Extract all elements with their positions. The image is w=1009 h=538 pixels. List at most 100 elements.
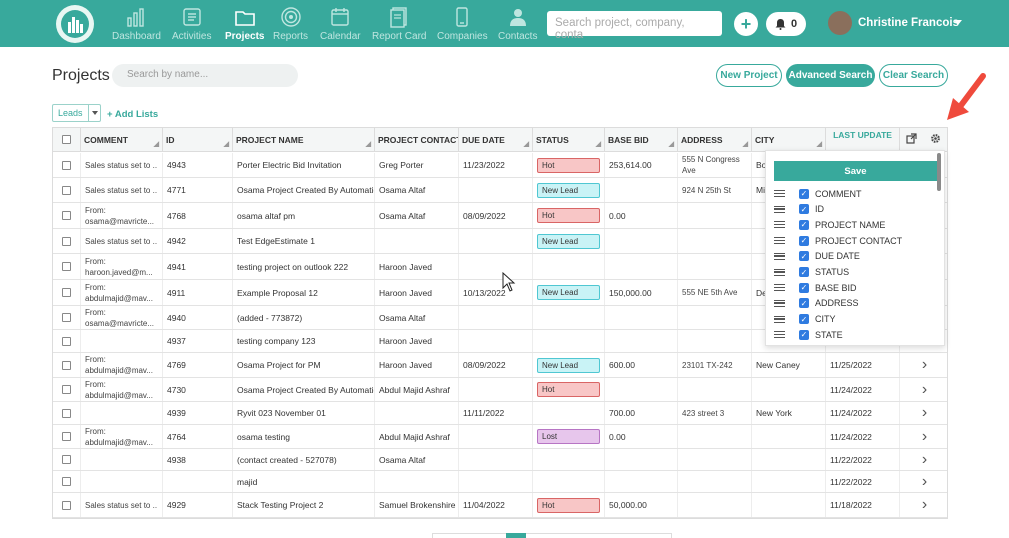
user-name[interactable]: Christine Francois: [858, 17, 959, 29]
nav-reports[interactable]: Reports: [273, 6, 308, 42]
column-option[interactable]: ✓ CITY: [774, 312, 836, 327]
drag-handle-icon[interactable]: [774, 299, 785, 307]
name-text[interactable]: osama testing: [237, 431, 290, 442]
row-checkbox[interactable]: [62, 262, 71, 271]
pagination[interactable]: [432, 533, 672, 538]
avatar[interactable]: [828, 11, 852, 35]
row-checkbox[interactable]: [62, 288, 71, 297]
table-row[interactable]: Sales status set to .. 4942 Test EdgeEstim…: [53, 229, 947, 254]
search-by-name-input[interactable]: Search by name...: [112, 64, 298, 87]
column-checkbox[interactable]: ✓: [799, 235, 809, 246]
sort-icon[interactable]: ◢: [742, 141, 748, 148]
external-link-icon[interactable]: [906, 133, 917, 144]
drag-handle-icon[interactable]: [774, 315, 785, 323]
pagination-active-page[interactable]: [506, 533, 526, 538]
row-checkbox[interactable]: [62, 360, 71, 370]
row-checkbox[interactable]: [62, 236, 71, 246]
scrollbar[interactable]: [937, 153, 941, 191]
column-checkbox[interactable]: ✓: [799, 329, 809, 340]
sort-icon[interactable]: ◢: [153, 141, 159, 148]
chevron-down-icon[interactable]: [954, 20, 962, 25]
status-badge[interactable]: New Lead: [537, 285, 600, 300]
row-checkbox[interactable]: [62, 336, 71, 346]
nav-calendar[interactable]: Calendar: [320, 6, 361, 42]
column-checkbox[interactable]: ✓: [799, 346, 809, 347]
select-all-checkbox[interactable]: [62, 135, 71, 144]
chevron-right-icon[interactable]: ›: [921, 427, 928, 445]
table-row[interactable]: From: abdulmajid@mav... 4730 Osama Project…: [53, 378, 947, 402]
quick-add-button[interactable]: +: [734, 12, 758, 36]
notifications-button[interactable]: 0: [766, 12, 806, 36]
sort-icon[interactable]: ◢: [523, 141, 529, 148]
column-header-last-update[interactable]: LAST UPDATE: [826, 128, 900, 152]
column-header-address[interactable]: ADDRESS ◢: [678, 128, 752, 152]
nav-dashboard[interactable]: Dashboard: [112, 6, 161, 42]
column-header-project-name[interactable]: PROJECT NAME ◢: [233, 128, 375, 152]
status-badge[interactable]: Hot: [537, 382, 600, 397]
table-row[interactable]: From: abdulmajid@mav... 4764 osama testing…: [53, 425, 947, 449]
column-header-project-contact[interactable]: PROJECT CONTACT: [375, 128, 459, 152]
row-checkbox[interactable]: [62, 500, 71, 510]
row-checkbox[interactable]: [62, 477, 71, 486]
column-header-city[interactable]: CITY ◢: [752, 128, 826, 152]
row-checkbox[interactable]: [62, 185, 71, 195]
table-row[interactable]: From: abdulmajid@mav... 4911 Example Propo…: [53, 280, 947, 306]
column-option[interactable]: ✓ DUE DATE: [774, 249, 860, 264]
column-option[interactable]: ✓ COMMENT: [774, 186, 862, 201]
nav-projects[interactable]: Projects: [225, 6, 264, 42]
chevron-down-icon[interactable]: [88, 105, 100, 121]
table-row[interactable]: Sales status set to .. 4943 Porter Electri…: [53, 153, 947, 178]
column-checkbox[interactable]: ✓: [799, 298, 809, 309]
status-badge[interactable]: New Lead: [537, 357, 600, 373]
column-header-due-date[interactable]: DUE DATE ◢: [459, 128, 533, 152]
drag-handle-icon[interactable]: [774, 284, 785, 292]
column-checkbox[interactable]: ✓: [799, 188, 809, 199]
table-row[interactable]: From: abdulmajid@mav... 4769 Osama Project…: [53, 353, 947, 378]
name-text[interactable]: Osama Project for PM: [237, 360, 321, 370]
sort-icon[interactable]: ◢: [365, 141, 371, 148]
column-header-comment[interactable]: COMMENT ◢: [81, 128, 163, 152]
row-checkbox[interactable]: [62, 160, 71, 170]
name-text[interactable]: testing company 123: [237, 336, 316, 346]
advanced-search-button[interactable]: Advanced Search: [786, 64, 875, 87]
column-checkbox[interactable]: ✓: [799, 267, 809, 277]
column-header-status[interactable]: STATUS ◢: [533, 128, 605, 152]
nav-activities[interactable]: Activities: [172, 6, 211, 42]
clear-search-button[interactable]: Clear Search: [879, 64, 948, 87]
column-checkbox[interactable]: ✓: [799, 251, 809, 262]
drag-handle-icon[interactable]: [774, 190, 785, 197]
save-columns-button[interactable]: Save: [774, 161, 937, 181]
row-checkbox[interactable]: [62, 432, 71, 441]
column-option[interactable]: ✓ BASE BID: [774, 280, 857, 295]
column-checkbox[interactable]: ✓: [799, 204, 809, 215]
sort-icon[interactable]: ◢: [595, 141, 601, 148]
column-option[interactable]: ✓ PROJECT NAME: [774, 217, 885, 232]
table-row[interactable]: From: osama@mavricte... 4768 osama altaf p…: [53, 203, 947, 229]
nav-companies[interactable]: Companies: [437, 6, 488, 42]
row-checkbox[interactable]: [62, 408, 71, 418]
row-checkbox[interactable]: [62, 211, 71, 220]
column-option[interactable]: ✓ ADDRESS: [774, 296, 859, 311]
column-option[interactable]: ✓ STATUS: [774, 265, 849, 280]
chevron-right-icon[interactable]: ›: [921, 472, 928, 490]
status-badge[interactable]: Hot: [537, 208, 600, 223]
new-project-button[interactable]: New Project: [716, 64, 782, 87]
column-option[interactable]: ✓ STATE: [774, 327, 843, 342]
sort-icon[interactable]: ◢: [816, 141, 822, 148]
column-checkbox[interactable]: ✓: [799, 219, 809, 230]
chevron-right-icon[interactable]: ›: [921, 356, 928, 373]
list-select-dropdown[interactable]: Leads: [52, 104, 101, 122]
table-row[interactable]: 4939 Ryvit 023 November 01 11/11/2022 700.0…: [53, 402, 947, 425]
column-option[interactable]: ✓ PROJECT CONTACT: [774, 233, 902, 248]
global-search-input[interactable]: Search project, company, conta: [547, 11, 722, 41]
name-text[interactable]: (added - 773872): [237, 312, 303, 323]
name-text[interactable]: testing project on outlook 222: [237, 261, 349, 272]
name-text[interactable]: majid: [237, 476, 258, 487]
name-text[interactable]: Porter Electric Bid Invitation: [237, 160, 342, 170]
table-row[interactable]: Sales status set to .. 4929 Stack Testing …: [53, 493, 947, 518]
sort-icon[interactable]: ◢: [223, 141, 229, 148]
drag-handle-icon[interactable]: [774, 252, 785, 260]
app-logo[interactable]: [56, 5, 94, 43]
chevron-right-icon[interactable]: ›: [921, 380, 928, 398]
